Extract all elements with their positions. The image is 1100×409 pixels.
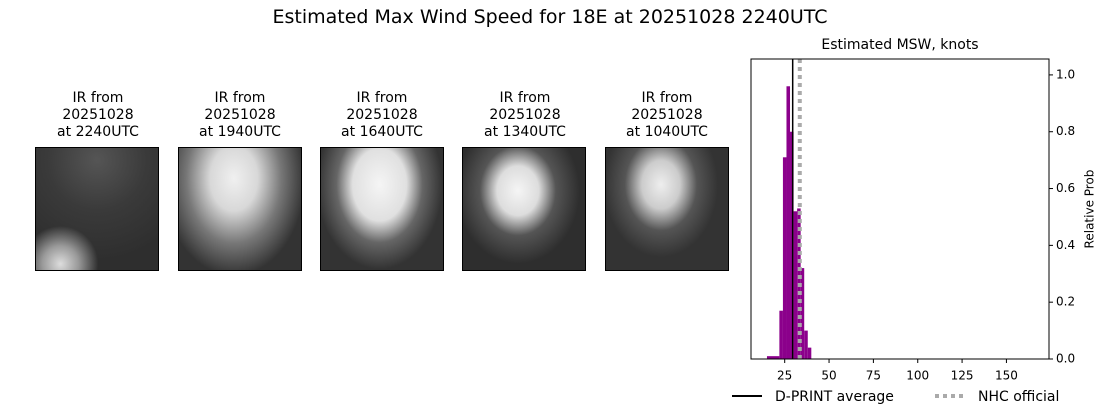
ir-image — [35, 147, 159, 271]
y-tick-label: 0.4 — [1056, 238, 1075, 252]
figure-title: Estimated Max Wind Speed for 18E at 2025… — [272, 6, 828, 28]
panel-title: IR from 20251028 at 2240UTC — [57, 90, 139, 140]
panel-title: IR from 20251028 at 1340UTC — [484, 90, 566, 140]
panel-title: IR from 20251028 at 1040UTC — [626, 90, 708, 140]
bar — [786, 86, 791, 359]
x-tick-label: 50 — [821, 369, 836, 383]
ir-image — [320, 147, 444, 271]
y-axis-label: Relative Prob — [1083, 170, 1097, 249]
x-tick-label: 100 — [906, 369, 929, 383]
ir-image — [178, 147, 302, 271]
bar — [766, 356, 780, 359]
bar — [800, 268, 805, 359]
ir-image — [462, 147, 586, 271]
bar — [782, 157, 787, 359]
ir-image — [605, 147, 729, 271]
bar — [790, 131, 794, 359]
plot-frame — [750, 58, 1050, 360]
panel-title: IR from 20251028 at 1940UTC — [199, 90, 281, 140]
x-tick-label: 125 — [951, 369, 974, 383]
panel-title: IR from 20251028 at 1640UTC — [341, 90, 423, 140]
x-tick-label: 75 — [866, 369, 881, 383]
y-tick-label: 0.8 — [1056, 124, 1075, 138]
bar — [807, 347, 812, 359]
x-tick-label: 25 — [777, 369, 792, 383]
bar — [779, 310, 783, 359]
y-tick-label: 0.2 — [1056, 295, 1075, 309]
x-tick-label: 150 — [995, 369, 1018, 383]
bar — [804, 330, 808, 359]
y-tick-label: 0.0 — [1056, 352, 1075, 366]
y-tick-label: 1.0 — [1056, 67, 1075, 81]
legend-label: NHC official — [978, 389, 1059, 405]
chart-title: Estimated MSW, knots — [821, 37, 978, 53]
legend-label: D-PRINT average — [775, 389, 894, 405]
bar — [793, 211, 798, 359]
y-tick-label: 0.6 — [1056, 181, 1075, 195]
